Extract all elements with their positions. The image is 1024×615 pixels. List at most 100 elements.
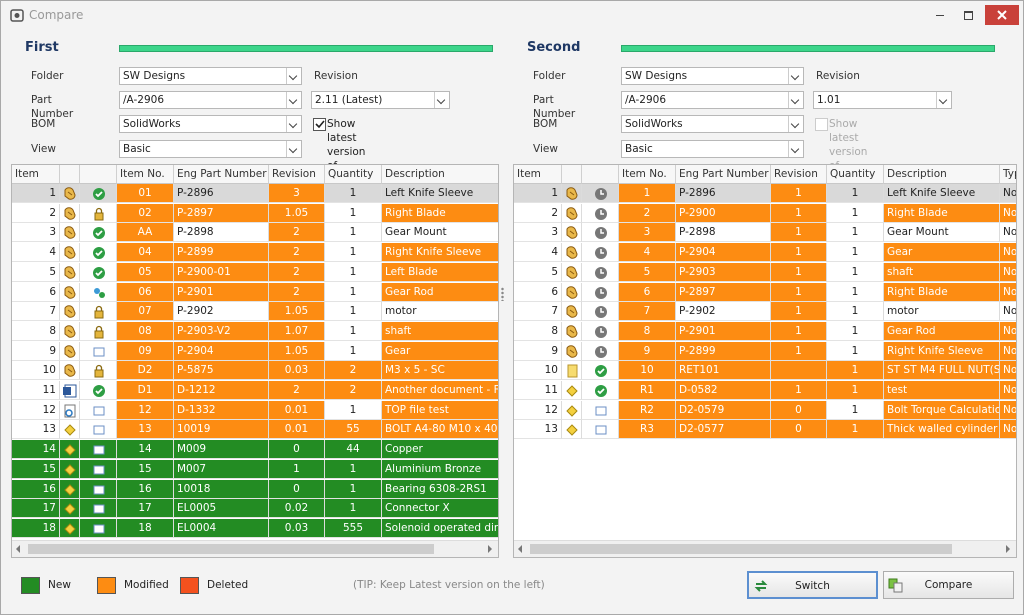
part-cell: D-1212 bbox=[174, 381, 269, 400]
scrollbar[interactable] bbox=[514, 540, 1016, 558]
scroll-right[interactable] bbox=[488, 545, 492, 553]
row[interactable]: 707P-29021.051motor bbox=[12, 302, 498, 322]
panel-title: Second bbox=[527, 40, 580, 55]
status-icon bbox=[593, 403, 609, 419]
row[interactable]: 88P-290111Gear RodNo bbox=[514, 322, 1016, 342]
minimize-button[interactable] bbox=[936, 15, 944, 16]
revision-combo[interactable]: 1.01 bbox=[813, 91, 952, 109]
icon-icon bbox=[62, 186, 78, 202]
row[interactable]: 55P-290311shaftNo bbox=[514, 263, 1016, 283]
icon-icon bbox=[62, 324, 78, 340]
item-no-cell: 4 bbox=[619, 243, 676, 262]
part-cell: P-2901 bbox=[676, 322, 771, 341]
row[interactable]: 505P-2900-0121Left Blade bbox=[12, 263, 498, 283]
row[interactable]: 1717EL00050.021Connector X bbox=[12, 499, 498, 519]
desc-cell: Left Knife Sleeve bbox=[884, 184, 1000, 203]
switch-button[interactable]: Switch bbox=[747, 571, 878, 599]
row[interactable]: 10D2P-58750.032M3 x 5 - SC bbox=[12, 361, 498, 381]
row[interactable]: 1212D-13320.011TOP file test bbox=[12, 401, 498, 421]
row[interactable]: 808P-2903-V21.071shaft bbox=[12, 322, 498, 342]
close-glyph bbox=[997, 10, 1007, 20]
part-cell: P-2901 bbox=[174, 283, 269, 302]
row[interactable]: 202P-28971.051Right Blade bbox=[12, 204, 498, 224]
row[interactable]: 1818EL00040.03555Solenoid operated direc… bbox=[12, 519, 498, 539]
scroll-thumb[interactable] bbox=[530, 544, 952, 554]
type-cell: No bbox=[1000, 263, 1017, 282]
row[interactable]: 404P-289921Right Knife Sleeve bbox=[12, 243, 498, 263]
combo-arrow bbox=[788, 92, 803, 108]
rev-cell: 1 bbox=[771, 322, 827, 341]
scroll-thumb[interactable] bbox=[28, 544, 434, 554]
row[interactable]: 99P-289911Right Knife SleeveNo bbox=[514, 342, 1016, 362]
part-cell: EL0004 bbox=[174, 519, 269, 538]
desc-cell: motor bbox=[884, 302, 1000, 321]
icon-icon-part bbox=[564, 344, 580, 360]
view-combo[interactable]: Basic bbox=[119, 140, 302, 158]
status-icon bbox=[91, 363, 107, 379]
row[interactable]: 11R1D-058211testNo bbox=[514, 381, 1016, 401]
part-combo[interactable]: /A-2906 bbox=[621, 91, 804, 109]
icon-icon-part-part bbox=[65, 425, 75, 435]
row[interactable]: 909P-29041.051Gear bbox=[12, 342, 498, 362]
part-cell: M007 bbox=[174, 460, 269, 479]
scrollbar[interactable] bbox=[12, 540, 498, 558]
grid: ItemItem No.Eng Part NumberRevisionQuant… bbox=[11, 164, 499, 558]
status-icon-part bbox=[593, 304, 609, 320]
field-label: View bbox=[533, 142, 558, 156]
row[interactable]: 1515M00711Aluminium Bronze bbox=[12, 460, 498, 480]
title-bar bbox=[119, 45, 493, 52]
row[interactable]: 13R3D2-057701Thick walled cylinderNo bbox=[514, 420, 1016, 440]
row[interactable]: 606P-290121Gear Rod bbox=[12, 283, 498, 303]
status-icon-part-part bbox=[596, 426, 606, 434]
row[interactable]: 16161001801Bearing 6308-2RS1 bbox=[12, 480, 498, 500]
row[interactable]: 11P-289611Left Knife SleeveNo bbox=[514, 184, 1016, 204]
desc-cell: Gear Mount bbox=[382, 223, 499, 242]
icon-icon-part bbox=[564, 245, 580, 261]
item-cell: 10 bbox=[514, 361, 562, 380]
scroll-right[interactable] bbox=[1006, 545, 1010, 553]
icon-icon-part bbox=[564, 422, 580, 438]
type-cell: No bbox=[1000, 322, 1017, 341]
maximize-button[interactable] bbox=[964, 11, 973, 20]
row[interactable]: 101P-289631Left Knife Sleeve bbox=[12, 184, 498, 204]
part-combo[interactable]: /A-2906 bbox=[119, 91, 302, 109]
qty-cell: 1 bbox=[325, 263, 382, 282]
splitter[interactable] bbox=[501, 287, 504, 301]
row[interactable]: 11D1D-121222Another document - FEA bbox=[12, 381, 498, 401]
item-cell: 3 bbox=[514, 223, 562, 242]
row[interactable]: 1010RET1011ST ST M4 FULL NUT(S)No bbox=[514, 361, 1016, 381]
checkbox[interactable] bbox=[313, 118, 326, 131]
icon-icon-part-part bbox=[567, 406, 577, 416]
folder-combo[interactable]: SW Designs bbox=[621, 67, 804, 85]
status-icon-part bbox=[91, 186, 107, 202]
row[interactable]: 1313100190.0155BOLT A4-80 M10 x 40 GP bbox=[12, 420, 498, 440]
close-button[interactable] bbox=[985, 5, 1019, 25]
desc-cell: Thick walled cylinder bbox=[884, 420, 1000, 439]
icon-icon bbox=[564, 422, 580, 438]
folder-combo[interactable]: SW Designs bbox=[119, 67, 302, 85]
row[interactable]: 3AAP-289821Gear Mount bbox=[12, 223, 498, 243]
bom-combo[interactable]: SolidWorks bbox=[621, 115, 804, 133]
icon-icon bbox=[564, 363, 580, 379]
revision-combo[interactable]: 2.11 (Latest) bbox=[311, 91, 450, 109]
qty-cell: 1 bbox=[827, 420, 884, 439]
row[interactable]: 44P-290411GearNo bbox=[514, 243, 1016, 263]
row[interactable]: 77P-290211motorNo bbox=[514, 302, 1016, 322]
row[interactable]: 1414M009044Copper bbox=[12, 440, 498, 460]
status-icon bbox=[593, 225, 609, 241]
part-cell: P-2896 bbox=[676, 184, 771, 203]
desc-cell: TOP file test bbox=[382, 401, 499, 420]
row[interactable]: 33P-289811Gear MountNo bbox=[514, 223, 1016, 243]
row[interactable]: 22P-290011Right BladeNo bbox=[514, 204, 1016, 224]
bom-combo[interactable]: SolidWorks bbox=[119, 115, 302, 133]
qty-cell: 1 bbox=[325, 480, 382, 499]
row[interactable]: 12R2D2-057901Bolt Torque CalculationsNo bbox=[514, 401, 1016, 421]
scroll-left[interactable] bbox=[518, 545, 522, 553]
scroll-left[interactable] bbox=[16, 545, 20, 553]
view-combo[interactable]: Basic bbox=[621, 140, 804, 158]
switch-icon-path bbox=[756, 581, 766, 591]
compare-button[interactable]: Compare bbox=[883, 571, 1014, 599]
icon-icon-part bbox=[564, 383, 580, 399]
row[interactable]: 66P-289711Right BladeNo bbox=[514, 283, 1016, 303]
rev-cell: 1 bbox=[771, 243, 827, 262]
